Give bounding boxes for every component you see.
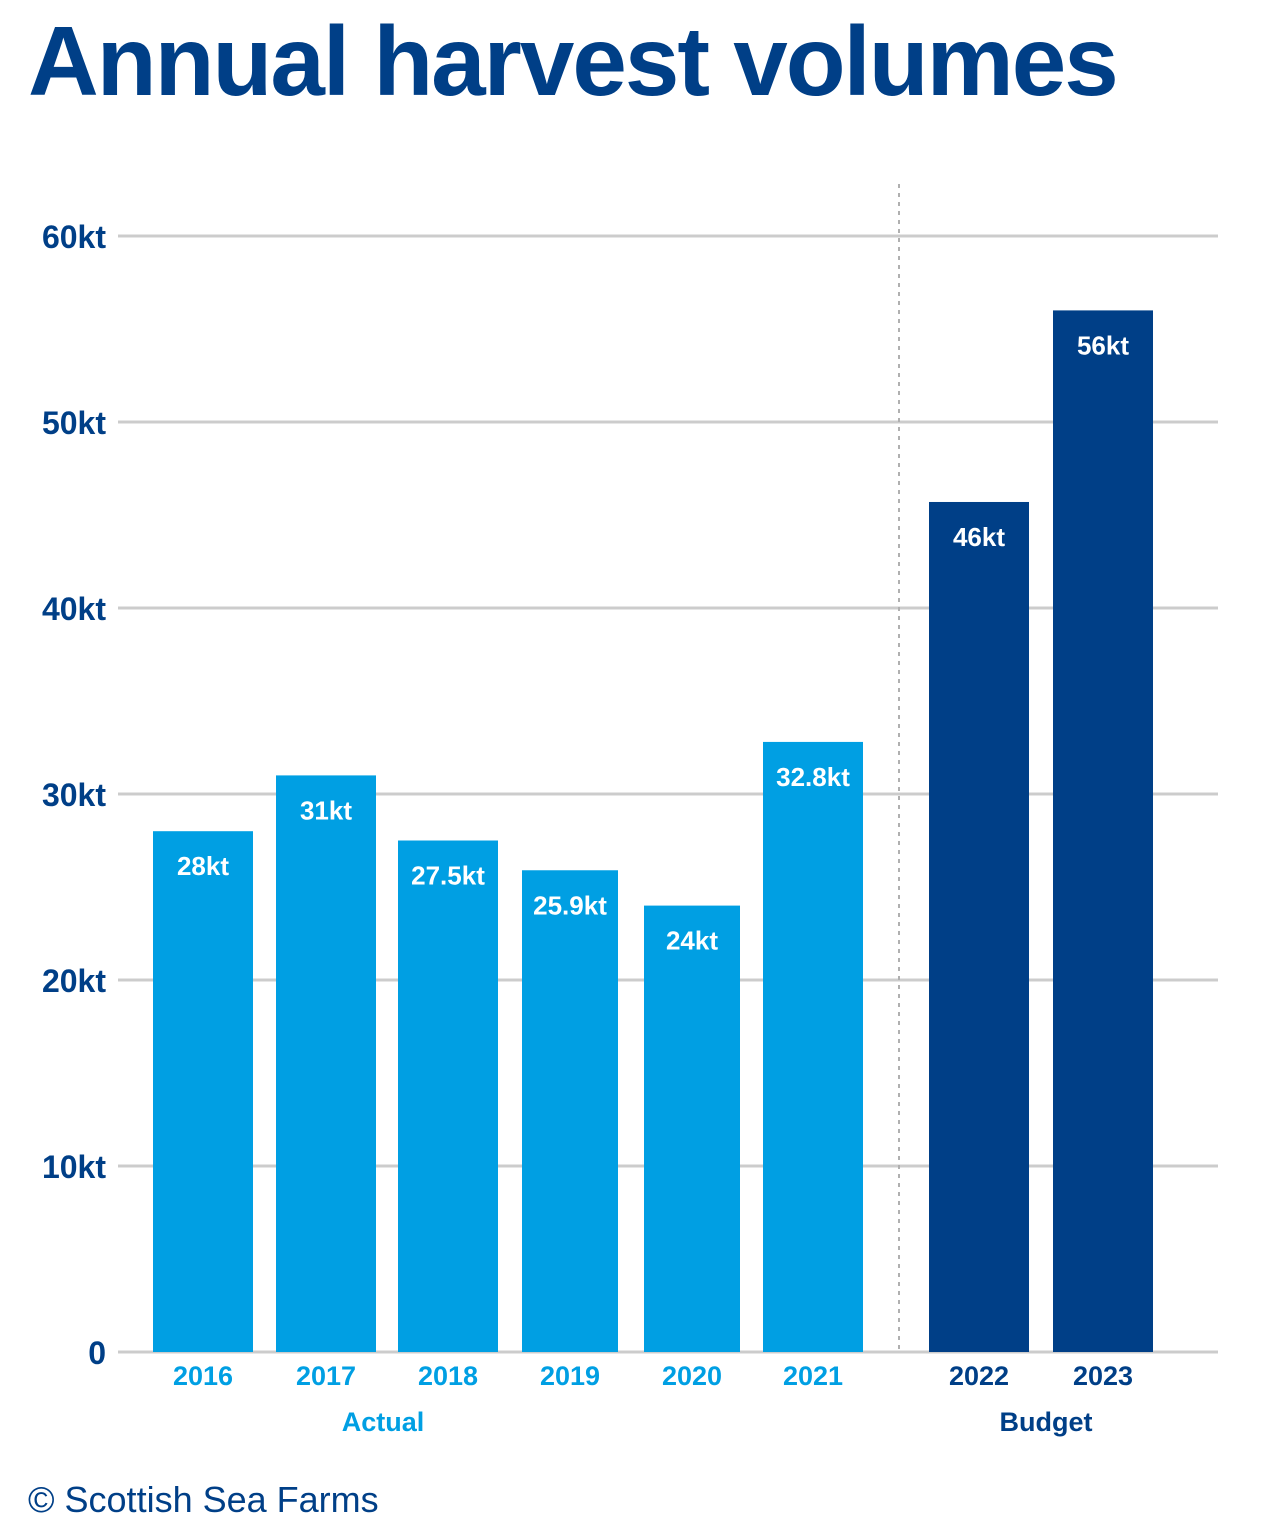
bar-2018 — [398, 840, 498, 1352]
bar-2019 — [522, 870, 618, 1352]
x-tick-label-2020: 2020 — [662, 1361, 722, 1391]
bar-2021 — [763, 741, 863, 1352]
bars — [153, 310, 1153, 1353]
x-tick-label-2018: 2018 — [418, 1361, 478, 1391]
x-tick-label-2022: 2022 — [949, 1361, 1009, 1391]
bar-value-label-2016: 28kt — [177, 851, 229, 881]
bar-value-label-2023: 56kt — [1077, 330, 1129, 360]
y-tick-label: 20kt — [42, 963, 106, 999]
x-tick-label-2019: 2019 — [540, 1361, 600, 1391]
x-tick-label-2016: 2016 — [173, 1361, 233, 1391]
y-tick-label: 0 — [88, 1335, 106, 1371]
bar-2023 — [1053, 310, 1153, 1352]
bar-2020 — [644, 905, 740, 1352]
copyright-credit: © Scottish Sea Farms — [28, 1479, 379, 1520]
y-axis-tick-labels: 0 10kt 20kt 30kt 40kt 50kt 60kt — [42, 219, 106, 1371]
group-label-actual: Actual — [342, 1407, 425, 1437]
bar-2016 — [153, 831, 253, 1352]
bar-value-label-2018: 27.5kt — [411, 861, 485, 891]
x-tick-label-2017: 2017 — [296, 1361, 356, 1391]
bar-value-label-2019: 25.9kt — [533, 890, 607, 920]
y-tick-label: 30kt — [42, 777, 106, 813]
bar-2022 — [929, 501, 1029, 1353]
bar-value-label-2022: 46kt — [953, 522, 1005, 552]
bar-value-label-2021: 32.8kt — [776, 762, 850, 792]
x-tick-label-2023: 2023 — [1073, 1361, 1133, 1391]
bar-value-label-2020: 24kt — [666, 926, 718, 956]
group-labels: Actual Budget — [342, 1407, 1093, 1437]
bar-value-labels: 28kt 31kt 27.5kt 25.9kt 24kt 32.8kt 46kt 56kt — [177, 330, 1129, 955]
bar-2017 — [276, 775, 376, 1352]
bar-value-label-2017: 31kt — [300, 795, 352, 825]
chart-title: Annual harvest volumes — [28, 6, 1119, 116]
x-axis-tick-labels: 2016 2017 2018 2019 2020 2021 2022 2023 — [173, 1361, 1133, 1391]
y-tick-label: 50kt — [42, 405, 106, 441]
x-tick-label-2021: 2021 — [783, 1361, 843, 1391]
y-tick-label: 60kt — [42, 219, 106, 255]
y-tick-label: 40kt — [42, 591, 106, 627]
y-tick-label: 10kt — [42, 1149, 106, 1185]
group-label-budget: Budget — [1000, 1407, 1093, 1437]
